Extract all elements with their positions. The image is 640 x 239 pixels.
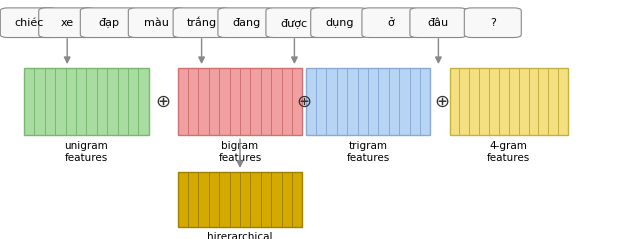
- Text: 4-gram
features: 4-gram features: [487, 141, 531, 163]
- Text: đâu: đâu: [428, 18, 449, 28]
- FancyBboxPatch shape: [410, 8, 467, 38]
- FancyBboxPatch shape: [173, 8, 230, 38]
- Bar: [306, 68, 430, 135]
- FancyBboxPatch shape: [218, 8, 275, 38]
- Text: trigram
features: trigram features: [346, 141, 390, 163]
- Text: xe: xe: [61, 18, 74, 28]
- Bar: [177, 68, 302, 135]
- Bar: [450, 68, 568, 135]
- Text: trắng: trắng: [186, 17, 217, 28]
- Bar: [177, 172, 302, 227]
- Text: chiéc: chiéc: [14, 18, 44, 28]
- FancyBboxPatch shape: [266, 8, 323, 38]
- Text: dụng: dụng: [325, 18, 353, 28]
- Text: $\oplus$: $\oplus$: [434, 92, 449, 111]
- Text: ở: ở: [387, 18, 394, 28]
- FancyBboxPatch shape: [311, 8, 367, 38]
- Text: đạp: đạp: [99, 18, 119, 28]
- Text: ?: ?: [490, 18, 496, 28]
- FancyBboxPatch shape: [81, 8, 138, 38]
- Text: hirerarchical
linguistic features: hirerarchical linguistic features: [193, 232, 287, 239]
- Text: $\oplus$: $\oplus$: [156, 92, 171, 111]
- Text: bigram
features: bigram features: [218, 141, 262, 163]
- Text: màu: màu: [145, 18, 169, 28]
- Text: $\oplus$: $\oplus$: [296, 92, 312, 111]
- Text: unigram
features: unigram features: [65, 141, 108, 163]
- FancyBboxPatch shape: [362, 8, 419, 38]
- FancyBboxPatch shape: [128, 8, 186, 38]
- Text: được: được: [281, 18, 308, 28]
- Bar: [24, 68, 149, 135]
- FancyBboxPatch shape: [0, 8, 58, 38]
- FancyBboxPatch shape: [465, 8, 521, 38]
- FancyBboxPatch shape: [38, 8, 96, 38]
- Text: đang: đang: [232, 18, 260, 28]
